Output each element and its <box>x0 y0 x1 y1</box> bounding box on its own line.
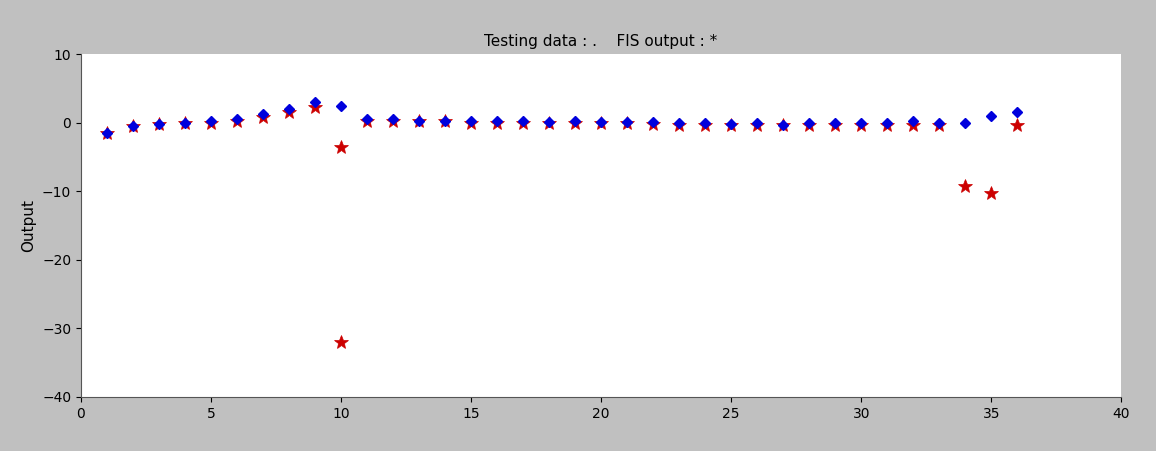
Title: Testing data : .    FIS output : *: Testing data : . FIS output : * <box>484 34 718 49</box>
Y-axis label: Output: Output <box>22 199 36 252</box>
